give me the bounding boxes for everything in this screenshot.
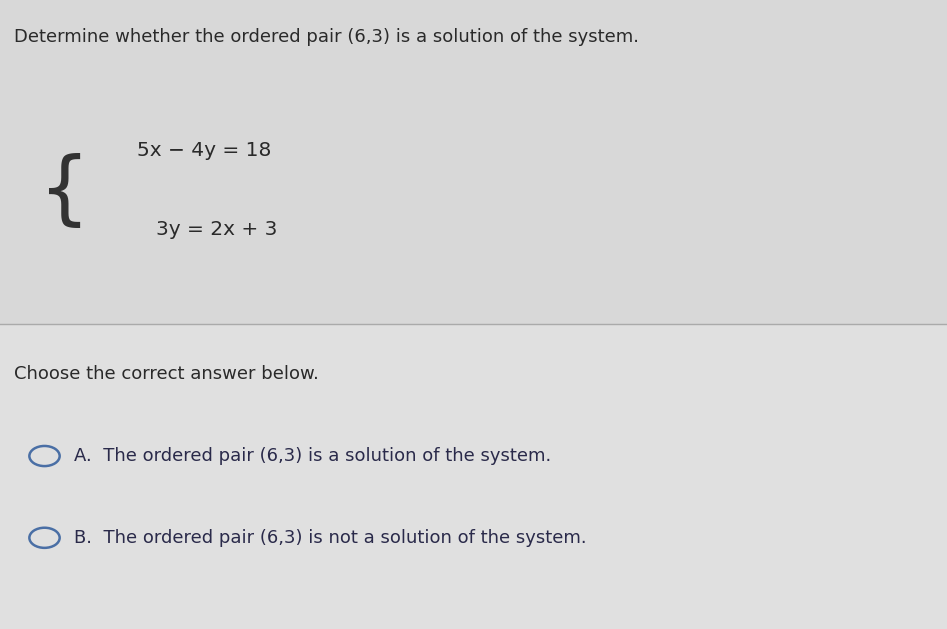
Text: Determine whether the ordered pair (6,3) is a solution of the system.: Determine whether the ordered pair (6,3)… <box>14 28 639 47</box>
FancyBboxPatch shape <box>0 324 947 629</box>
FancyBboxPatch shape <box>0 0 947 324</box>
Text: 5x − 4y = 18: 5x − 4y = 18 <box>137 142 272 160</box>
Text: A.  The ordered pair (6,3) is a solution of the system.: A. The ordered pair (6,3) is a solution … <box>74 447 551 465</box>
Text: Choose the correct answer below.: Choose the correct answer below. <box>14 365 319 383</box>
Text: B.  The ordered pair (6,3) is not a solution of the system.: B. The ordered pair (6,3) is not a solut… <box>74 529 586 547</box>
Text: 3y = 2x + 3: 3y = 2x + 3 <box>156 220 277 239</box>
Text: {: { <box>39 153 90 231</box>
